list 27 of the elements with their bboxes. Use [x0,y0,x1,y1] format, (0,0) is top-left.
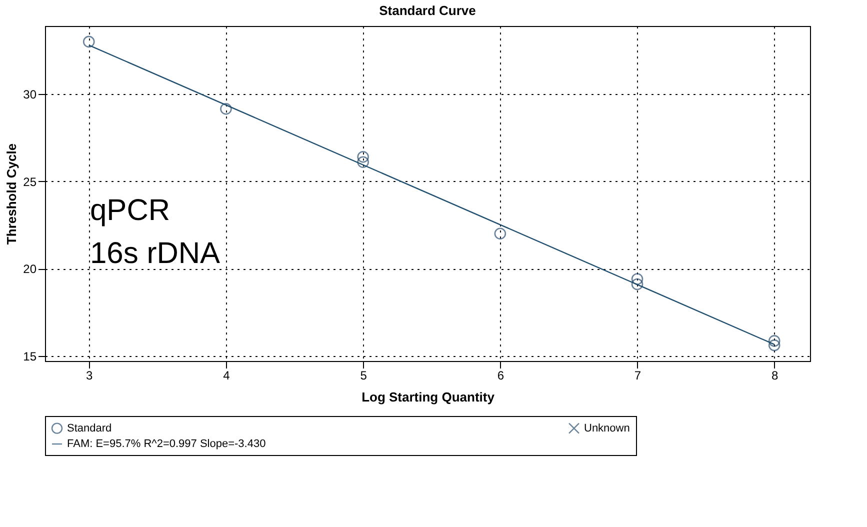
x-axis-title: Log Starting Quantity [362,390,496,404]
y-axis-title: Threshold Cycle [4,143,20,245]
chart-title: Standard Curve [379,3,476,18]
y-tick-label: 25 [23,174,37,189]
x-tick-label: 5 [360,368,368,382]
point [357,156,369,168]
annotation: qPCR [90,194,170,227]
point [631,273,644,285]
y-tick-label: 15 [23,349,37,364]
point [631,278,644,290]
point [494,228,506,240]
x-tick-label: 7 [634,368,642,382]
legend-label: FAM: E=95.7% R^2=0.997 Slope=-3.430 [67,438,266,450]
point [220,102,232,115]
point [357,150,369,163]
y-tick-label: 30 [23,88,37,102]
x-tick-label: 4 [223,368,230,382]
x-tick-label: 3 [86,368,94,382]
annotation: 16s rDNA [90,237,220,270]
point [768,335,780,347]
y-tick-label: 20 [23,262,37,276]
legend-label: Unknown [584,422,630,434]
point [82,36,95,48]
legend-label: Standard [67,422,112,434]
point [768,339,780,352]
x-tick-label: 6 [497,368,504,382]
x-tick-label: 8 [772,368,779,382]
